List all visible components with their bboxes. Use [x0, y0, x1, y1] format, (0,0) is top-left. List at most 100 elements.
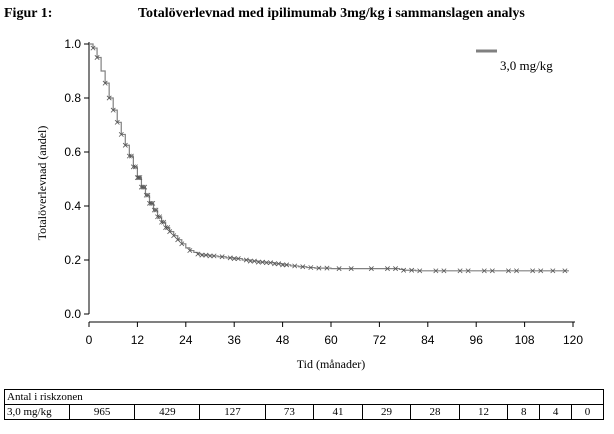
risk-cell: 12	[458, 404, 509, 420]
censor-mark	[393, 266, 399, 272]
y-tick-label: 0.0	[64, 307, 81, 321]
x-tick-label: 24	[179, 333, 193, 347]
censor-mark	[90, 45, 96, 51]
censor-mark	[94, 55, 100, 60]
chart-legend: 3,0 mg/kg	[476, 49, 553, 73]
censor-mark	[163, 225, 169, 231]
risk-table: 3,0 mg/kg 965 429 127 73 41 29 28 12 8 4…	[4, 404, 604, 420]
censor-mark	[106, 95, 112, 101]
censor-mark	[165, 225, 171, 231]
censor-mark	[255, 259, 261, 265]
chart-series	[89, 43, 569, 272]
censor-mark	[243, 257, 249, 263]
chart-censor-marks	[90, 45, 568, 274]
x-tick-label: 0	[86, 333, 93, 347]
censor-mark	[324, 265, 330, 271]
x-axis-label: Tid (månader)	[297, 357, 366, 371]
censor-mark	[489, 268, 495, 274]
censor-mark	[401, 267, 407, 273]
censor-mark	[530, 268, 536, 274]
x-tick-label: 72	[373, 333, 387, 347]
censor-mark	[122, 142, 128, 148]
censor-mark	[219, 254, 225, 260]
risk-table-title: Antal i riskzonen	[4, 389, 604, 404]
censor-mark	[110, 107, 116, 113]
y-tick-label: 0.2	[64, 253, 81, 267]
censor-mark	[505, 268, 511, 274]
censor-mark	[280, 262, 286, 268]
censor-mark	[171, 233, 177, 239]
censor-mark	[247, 258, 253, 264]
censor-mark	[187, 248, 193, 254]
risk-cell: 28	[410, 404, 460, 420]
risk-cell: 41	[313, 404, 363, 420]
censor-mark	[268, 260, 273, 266]
x-tick-label: 120	[563, 333, 583, 347]
censor-mark	[251, 258, 257, 264]
censor-mark	[203, 252, 209, 258]
censor-mark	[441, 268, 447, 274]
chart-axes: 0.0 0.2 0.4 0.6 0.8 1.0 0 12 24 36 48 60 72 84 96 108 12…	[64, 37, 583, 347]
censor-mark	[136, 175, 142, 181]
x-tick-label: 60	[324, 333, 338, 347]
censor-mark	[417, 268, 423, 274]
y-axis-label: Totalöverlevnad (andel)	[35, 126, 49, 241]
censor-mark	[336, 266, 342, 272]
censor-mark	[207, 253, 213, 259]
survival-chart: 0.0 0.2 0.4 0.6 0.8 1.0 0 12 24 36 48 60 72 84 96 108 12…	[35, 37, 583, 371]
censor-mark	[316, 265, 322, 271]
censor-mark	[368, 266, 374, 272]
censor-mark	[137, 175, 143, 181]
censor-mark	[142, 184, 148, 190]
censor-mark	[300, 264, 306, 270]
censor-mark	[409, 267, 415, 273]
censor-mark	[384, 266, 390, 272]
survival-curve	[89, 43, 569, 272]
censor-mark	[132, 164, 138, 170]
censor-mark	[150, 200, 156, 206]
censor-mark	[153, 207, 159, 213]
censor-mark	[433, 268, 439, 274]
figure-title: Totalöverlevnad med ipilimumab 3mg/kg i …	[138, 6, 525, 21]
figure-label: Figur 1:	[4, 6, 53, 21]
risk-cell: 73	[264, 404, 315, 420]
censor-mark	[276, 261, 282, 267]
x-tick-label: 108	[515, 333, 535, 347]
y-tick-label: 1.0	[64, 37, 81, 51]
censor-mark	[195, 251, 201, 257]
censor-mark	[102, 80, 108, 86]
censor-mark	[130, 164, 136, 170]
risk-cell: 429	[134, 404, 201, 420]
risk-cell: 29	[361, 404, 412, 420]
censor-mark	[259, 259, 265, 265]
x-tick-label: 48	[276, 333, 290, 347]
censor-mark	[175, 237, 181, 243]
censor-mark	[161, 219, 167, 225]
censor-mark	[538, 268, 544, 274]
censor-mark	[227, 255, 233, 261]
censor-mark	[348, 266, 354, 272]
censor-mark	[151, 207, 157, 213]
y-tick-label: 0.8	[64, 91, 81, 105]
risk-cell: 8	[507, 404, 541, 420]
censor-mark	[128, 153, 134, 159]
censor-mark	[148, 200, 154, 206]
censor-mark	[514, 268, 520, 274]
censor-mark	[292, 263, 298, 269]
risk-cell: 0	[571, 404, 604, 420]
censor-mark	[199, 252, 205, 258]
censor-mark	[159, 219, 165, 225]
censor-mark	[481, 268, 487, 274]
censor-mark	[143, 192, 149, 198]
censor-mark	[211, 253, 217, 259]
censor-mark	[272, 261, 278, 267]
censor-mark	[263, 260, 269, 266]
y-tick-label: 0.4	[64, 199, 81, 213]
y-tick-label: 0.6	[64, 145, 81, 159]
risk-row-label: 3,0 mg/kg	[4, 404, 70, 420]
censor-mark	[155, 214, 161, 220]
censor-mark	[550, 268, 556, 274]
censor-mark	[308, 265, 314, 271]
censor-mark	[457, 268, 463, 274]
risk-cell: 127	[199, 404, 266, 420]
